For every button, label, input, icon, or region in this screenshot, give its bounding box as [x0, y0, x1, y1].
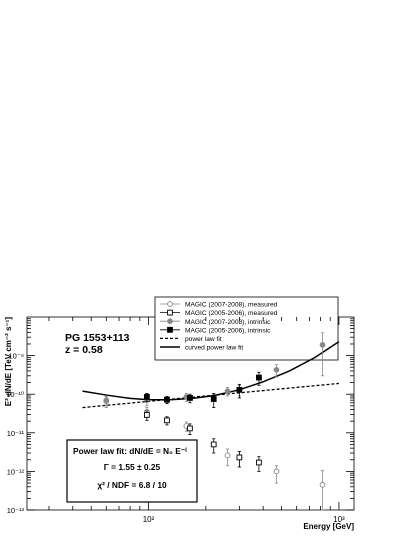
legend-label: power law fit: [185, 336, 222, 343]
y-tick-label: 10⁻¹⁰: [6, 390, 24, 399]
y-tick-label: 10⁻¹³: [7, 506, 25, 515]
x-tick-label: 10³: [333, 515, 345, 524]
data-point: [224, 452, 231, 459]
data-point: [210, 396, 217, 402]
y-tick-label: 10⁻¹¹: [7, 429, 25, 438]
legend-label: curved power law fit: [185, 345, 243, 352]
fit-gamma: Γ = 1.55 ± 0.25: [104, 462, 161, 472]
data-point: [224, 388, 231, 394]
data-point: [164, 417, 170, 424]
legend-entry: MAGIC (2005-2006), measured: [160, 309, 278, 317]
curved-power-law-fit-line: [82, 341, 340, 401]
data-point: [319, 481, 326, 488]
data-point: [273, 468, 280, 475]
legend-marker: [167, 326, 173, 333]
data-point: [210, 441, 217, 448]
data-point: [164, 396, 170, 403]
y-tick-label: 10⁻⁹: [8, 352, 24, 361]
legend-box: [154, 296, 339, 361]
fit-chi2: χ² / NDF = 6.8 / 10: [97, 480, 167, 490]
legend-entry: MAGIC (2007-2008), intrinsic: [160, 318, 271, 326]
power-law-fit-line: [82, 382, 339, 409]
x-tick-label: 10²: [143, 515, 155, 524]
legend-label: MAGIC (2007-2008), measured: [185, 302, 278, 309]
legend-marker: [167, 318, 173, 325]
series-3: [143, 371, 262, 408]
data-point: [256, 459, 262, 466]
data-point: [187, 425, 193, 432]
series-1: [144, 410, 262, 472]
data-point: [103, 397, 110, 403]
data-point: [319, 342, 326, 348]
legend-label: MAGIC (2005-2006), intrinsic: [185, 327, 271, 334]
legend-marker: [167, 301, 173, 307]
fit-result-box: Power law fit: dN/dE = N₀ E⁻ᴵ Γ = 1.55 ±…: [66, 439, 198, 503]
data-point: [236, 386, 243, 393]
data-point: [143, 394, 150, 400]
legend-label: MAGIC (2007-2008), intrinsic: [185, 319, 271, 326]
legend-marker: [167, 309, 173, 316]
x-axis-title: Energy [GeV]: [303, 522, 354, 531]
data-point: [273, 366, 280, 373]
y-tick-label: 10⁻¹²: [7, 467, 25, 476]
legend-entry: MAGIC (2005-2006), intrinsic: [160, 326, 271, 334]
data-point: [144, 412, 150, 418]
y-axis-title: E² dN/dE [TeV cm⁻² s⁻¹]: [4, 317, 13, 407]
redshift-label: z = 0.58: [65, 344, 103, 356]
legend-entry: power law fit: [160, 336, 222, 343]
source-name: PG 1553+113: [65, 332, 130, 344]
data-point: [187, 395, 193, 401]
legend-entry: curved power law fit: [160, 345, 243, 352]
fit-formula: Power law fit: dN/dE = N₀ E⁻ᴵ: [73, 446, 187, 456]
data-point: [236, 454, 243, 461]
data-point: [256, 374, 262, 381]
legend-label: MAGIC (2005-2006), measured: [185, 310, 278, 317]
legend-entry: MAGIC (2007-2008), measured: [160, 301, 278, 309]
